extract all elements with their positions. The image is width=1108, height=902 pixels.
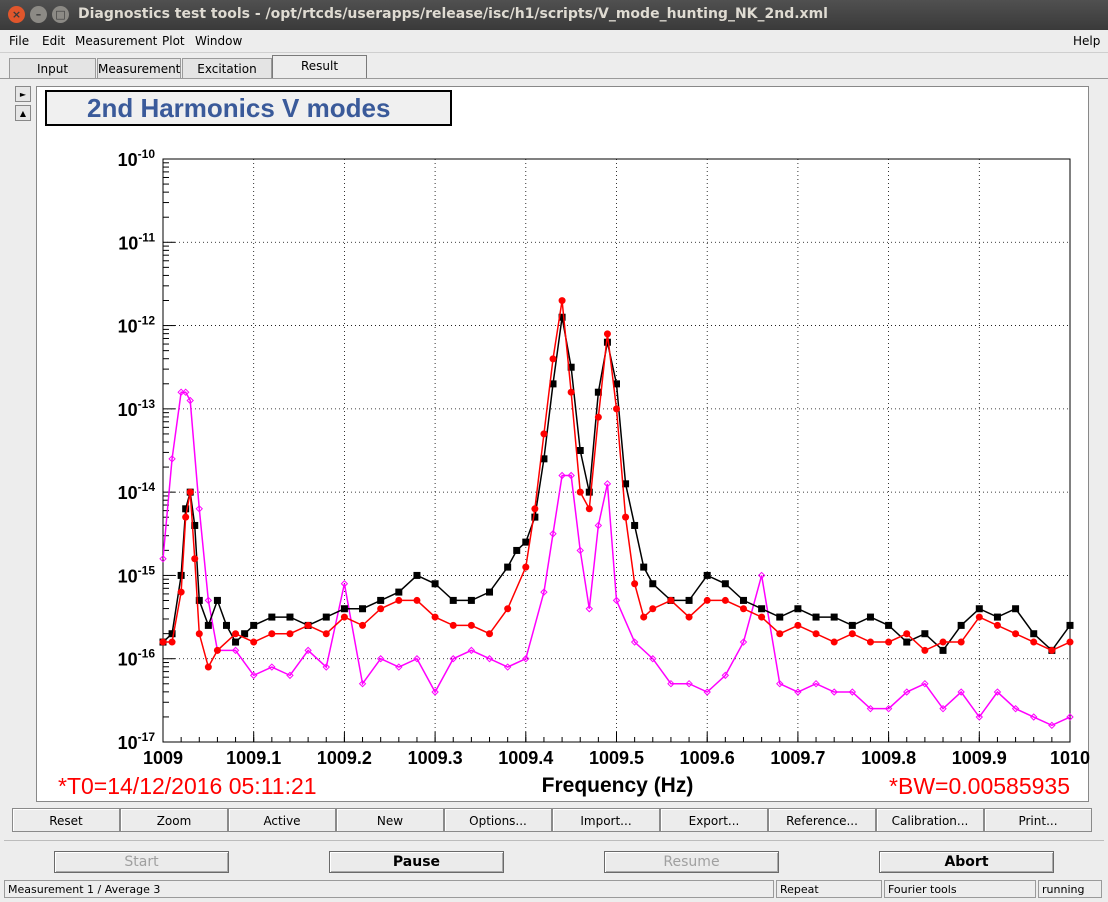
status-state: running: [1038, 880, 1102, 898]
tab-bar: Input Measurement Excitation Result: [0, 55, 1108, 79]
tab-divider: [0, 78, 1108, 79]
plot-title: 2nd Harmonics V modes: [45, 90, 454, 128]
tab-excitation[interactable]: Excitation: [182, 58, 272, 78]
plot-button-row: Reset Zoom Active New Options... Import.…: [8, 808, 1100, 834]
calibration-button[interactable]: Calibration...: [876, 808, 984, 832]
minimize-icon: –: [35, 8, 42, 21]
pause-button[interactable]: Pause: [329, 851, 504, 873]
arrow-up-icon: ▲: [19, 109, 27, 118]
menu-edit[interactable]: Edit: [42, 34, 66, 48]
separator: [4, 840, 1104, 841]
tab-input[interactable]: Input: [9, 58, 96, 78]
status-repeat: Repeat: [776, 880, 882, 898]
reference-button[interactable]: Reference...: [768, 808, 876, 832]
export-button[interactable]: Export...: [660, 808, 768, 832]
start-button[interactable]: Start: [54, 851, 229, 873]
close-window-button[interactable]: ×: [8, 6, 25, 23]
status-measurement: Measurement 1 / Average 3: [4, 880, 774, 898]
reset-button[interactable]: Reset: [12, 808, 120, 832]
menu-window[interactable]: Window: [195, 34, 243, 48]
menu-plot[interactable]: Plot: [162, 34, 185, 48]
tab-measurement[interactable]: Measurement: [97, 58, 181, 78]
abort-button[interactable]: Abort: [879, 851, 1054, 873]
options-button[interactable]: Options...: [444, 808, 552, 832]
menu-help[interactable]: Help: [1073, 34, 1101, 48]
tab-result[interactable]: Result: [272, 55, 367, 78]
title-bar: × – □ Diagnostics test tools - /opt/rtcd…: [0, 0, 1108, 30]
menu-bar: File Edit Measurement Plot Window Help: [0, 30, 1108, 53]
new-button[interactable]: New: [336, 808, 444, 832]
menu-measurement[interactable]: Measurement: [75, 34, 158, 48]
active-button[interactable]: Active: [228, 808, 336, 832]
close-icon: ×: [11, 8, 22, 21]
resume-button[interactable]: Resume: [604, 851, 779, 873]
arrow-right-icon: ►: [19, 90, 27, 99]
print-button[interactable]: Print...: [984, 808, 1092, 832]
import-button[interactable]: Import...: [552, 808, 660, 832]
zoom-button[interactable]: Zoom: [120, 808, 228, 832]
menu-file[interactable]: File: [9, 34, 30, 48]
maximize-icon: □: [55, 8, 66, 21]
status-fourier-tools: Fourier tools: [884, 880, 1036, 898]
window-title: Diagnostics test tools - /opt/rtcds/user…: [78, 6, 828, 22]
minimize-window-button[interactable]: –: [30, 6, 47, 23]
expand-up-button[interactable]: ▲: [15, 105, 31, 121]
maximize-window-button[interactable]: □: [52, 6, 69, 23]
plot-canvas[interactable]: [36, 86, 1089, 802]
expand-right-button[interactable]: ►: [15, 86, 31, 102]
